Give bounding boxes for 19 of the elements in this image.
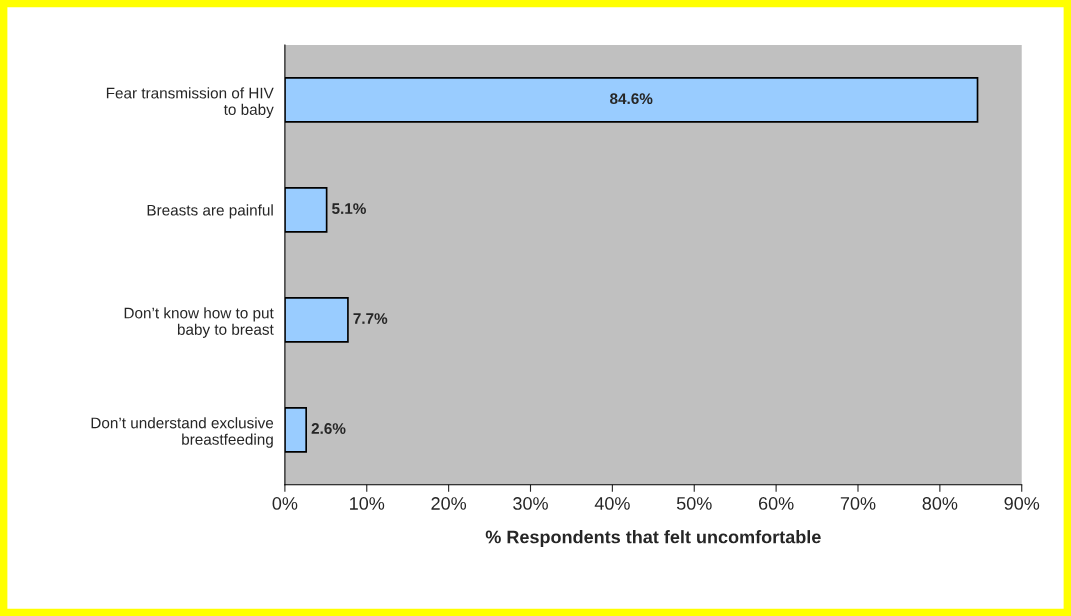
x-tick-label: 70% <box>840 497 876 510</box>
y-tick-label: Fear transmission of HIV to baby <box>106 87 274 118</box>
data-label: 84.6% <box>610 93 653 105</box>
data-label: 2.6% <box>311 423 346 434</box>
data-label: 7.7% <box>353 313 388 324</box>
x-tick-label: 90% <box>1004 497 1040 510</box>
y-tick-label: Breasts are painful <box>147 204 273 219</box>
x-tick-label: 0% <box>272 497 298 510</box>
x-tick-label: 40% <box>594 497 630 510</box>
y-tick-label: Don’t know how to put baby to breast <box>124 307 274 338</box>
x-axis-title: % Respondents that felt uncomfortable <box>485 530 821 547</box>
y-tick-label: Don’t understand exclusive breastfeeding <box>91 417 274 448</box>
x-tick-label: 30% <box>513 497 548 510</box>
x-tick-label: 60% <box>758 497 794 510</box>
x-tick-label: 80% <box>922 497 958 510</box>
data-label: 5.1% <box>332 203 366 214</box>
x-tick-label: 20% <box>431 497 467 510</box>
x-tick-label: 50% <box>676 497 712 510</box>
x-tick-label: 10% <box>350 497 385 510</box>
